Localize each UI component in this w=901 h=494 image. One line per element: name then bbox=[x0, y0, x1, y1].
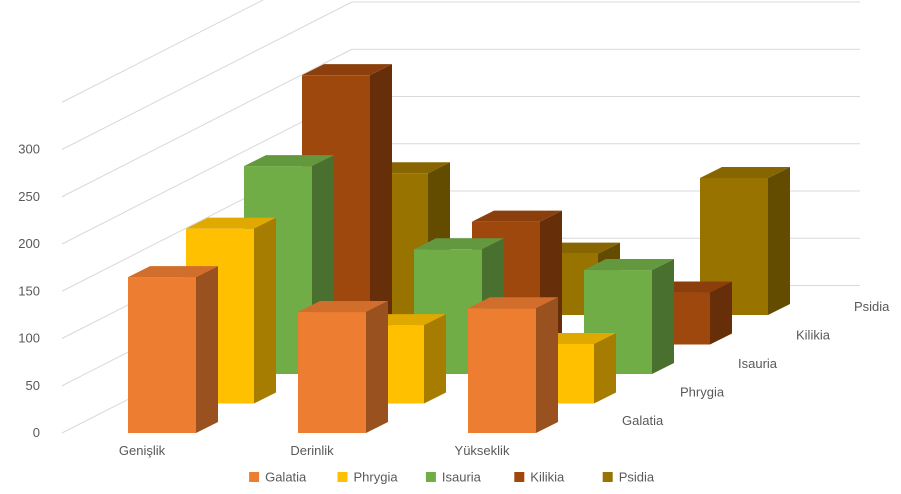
y-axis: 0 50 100 150 200 250 300 bbox=[18, 142, 40, 441]
y-tick-label: 300 bbox=[18, 142, 40, 157]
bar-side bbox=[710, 281, 732, 345]
legend-label: Isauria bbox=[442, 470, 482, 485]
x-tick-label: Derinlik bbox=[290, 443, 334, 458]
depth-axis-label: Kilikia bbox=[796, 328, 831, 343]
y-tick-label: 0 bbox=[33, 425, 40, 440]
y-tick-label: 250 bbox=[18, 189, 40, 204]
bar-side bbox=[594, 332, 616, 404]
bar-side bbox=[424, 314, 446, 404]
bar-side bbox=[768, 166, 790, 315]
depth-axis-label: Isauria bbox=[738, 356, 778, 371]
depth-axis-label: Galatia bbox=[622, 413, 664, 428]
gridline-side bbox=[61, 48, 353, 198]
bar-top bbox=[302, 64, 392, 76]
bar-side bbox=[370, 64, 392, 345]
legend-swatch bbox=[514, 472, 525, 482]
y-tick-label: 200 bbox=[18, 236, 40, 251]
bar-top bbox=[468, 297, 558, 309]
legend-item-psidia: Psidia bbox=[602, 470, 655, 485]
legend-item-galatia: Galatia bbox=[249, 470, 307, 485]
bar-side bbox=[254, 217, 276, 404]
gridline-side bbox=[61, 1, 353, 150]
x-tick-label: Yükseklik bbox=[455, 443, 510, 458]
legend-swatch bbox=[249, 472, 260, 482]
bar-front bbox=[128, 277, 196, 433]
bar-galatia-1 bbox=[298, 301, 388, 433]
bar-side bbox=[366, 301, 388, 433]
legend-item-isauria: Isauria bbox=[425, 470, 482, 485]
bar-top bbox=[700, 166, 790, 178]
legend-label: Phrygia bbox=[354, 470, 399, 485]
bar-top bbox=[472, 210, 562, 222]
bar-top bbox=[298, 301, 388, 313]
bar-galatia-2 bbox=[468, 297, 558, 433]
legend-swatch bbox=[337, 472, 348, 482]
legend-label: Galatia bbox=[265, 470, 307, 485]
x-tick-label: Genişlik bbox=[119, 443, 166, 458]
bar-top bbox=[414, 238, 504, 250]
bar-front bbox=[298, 312, 366, 433]
y-tick-label: 50 bbox=[26, 378, 40, 393]
depth-axis: Galatia Phrygia Isauria Kilikia Psidia bbox=[622, 299, 890, 428]
bar-top bbox=[128, 266, 218, 278]
legend-swatch bbox=[602, 472, 613, 482]
bar-side bbox=[196, 266, 218, 433]
y-tick-label: 150 bbox=[18, 283, 40, 298]
bar-top bbox=[186, 217, 276, 229]
x-axis: Genişlik Derinlik Yükseklik bbox=[119, 443, 510, 458]
depth-axis-label: Phrygia bbox=[680, 385, 725, 400]
y-tick-label: 100 bbox=[18, 331, 40, 346]
legend-item-kilikia: Kilikia bbox=[514, 470, 565, 485]
legend-item-phrygia: Phrygia bbox=[337, 470, 399, 485]
bar-top bbox=[244, 155, 334, 167]
bar-top bbox=[584, 259, 674, 271]
depth-axis-label: Psidia bbox=[854, 299, 890, 314]
bar-side bbox=[536, 297, 558, 433]
legend-label: Kilikia bbox=[530, 470, 565, 485]
bar-front bbox=[468, 308, 536, 433]
legend-swatch bbox=[425, 472, 436, 482]
legend-label: Psidia bbox=[619, 470, 655, 485]
legend: Galatia Phrygia Isauria Kilikia Psidia bbox=[249, 470, 655, 485]
bar-side bbox=[652, 259, 674, 374]
bars bbox=[128, 64, 790, 433]
gridline-side bbox=[61, 0, 265, 103]
bar-galatia-0 bbox=[128, 266, 218, 433]
